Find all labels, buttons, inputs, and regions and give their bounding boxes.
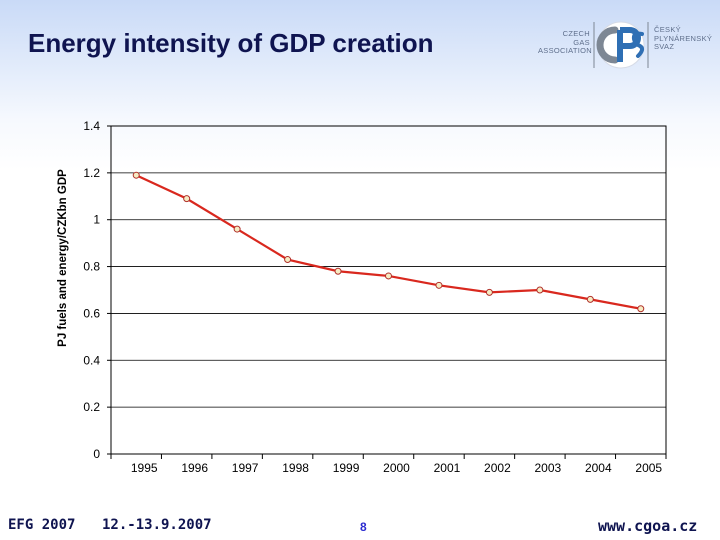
data-point <box>485 288 493 296</box>
x-tick-labels: 1995 1996 1997 1998 1999 2000 2001 2002 2003 2004… <box>131 461 663 475</box>
y-tick-label: 1.2 <box>83 166 100 180</box>
logo-left-line: CZECH <box>562 29 590 38</box>
axes <box>107 125 667 459</box>
y-axis-label: PJ fuels and energy/CZKbn GDP <box>57 169 69 347</box>
gridlines <box>111 125 666 455</box>
plot-frame <box>110 125 667 455</box>
x-tick-label: 2002 <box>484 461 511 475</box>
data-point <box>385 272 392 280</box>
cgoa-logo: CZECH GAS ASSOCIATION ČESKÝ PLYNÁRENSKÝ … <box>538 18 713 72</box>
x-tick-label: 1999 <box>333 461 360 475</box>
slide-title: Energy intensity of GDP creation <box>28 28 434 58</box>
x-tick-label: 2003 <box>535 461 562 475</box>
data-point <box>435 281 443 289</box>
x-tick-label: 1996 <box>181 461 208 475</box>
data-point <box>637 305 645 313</box>
logo-right-text: ČESKÝ PLYNÁRENSKÝ SVAZ <box>654 25 713 52</box>
page-number: 8 <box>360 520 367 534</box>
x-tick-label: 2005 <box>635 461 662 475</box>
data-point <box>183 195 191 203</box>
y-tick-label: 1.4 <box>83 119 100 133</box>
x-tick-label: 1997 <box>232 461 259 475</box>
y-tick-label: 0 <box>93 447 100 461</box>
y-tick-label: 0.2 <box>83 400 100 414</box>
logo-left-line: ASSOCIATION <box>538 46 593 55</box>
x-tick-label: 2000 <box>383 461 410 475</box>
x-tick-label: 1995 <box>131 461 158 475</box>
data-point <box>586 295 594 303</box>
series <box>132 171 645 313</box>
y-tick-label: 0.8 <box>83 260 100 274</box>
data-point <box>334 267 342 275</box>
footer-event: EFG 2007 <box>8 517 76 533</box>
data-point <box>536 286 544 294</box>
logo-right-line: ČESKÝ <box>654 25 681 34</box>
y-tick-label: 0.6 <box>83 306 100 320</box>
x-tick-label: 2001 <box>434 461 461 475</box>
y-tick-label: 0.4 <box>83 353 100 367</box>
logo-left-text: CZECH GAS ASSOCIATION <box>538 29 593 56</box>
data-point <box>132 171 140 179</box>
x-tick-label: 1998 <box>282 461 309 475</box>
series-line <box>135 174 641 310</box>
logo-right-line: SVAZ <box>654 42 675 51</box>
logo-right-line: PLYNÁRENSKÝ <box>654 33 713 43</box>
data-point <box>284 256 292 264</box>
y-tick-label: 1 <box>93 213 100 227</box>
footer-url: www.cgoa.cz <box>598 517 698 535</box>
data-point <box>233 225 241 233</box>
logo-left-line: GAS <box>573 37 590 47</box>
x-tick-label: 2004 <box>585 461 612 475</box>
y-tick-labels: 0 0.2 0.4 0.6 0.8 1 1.2 1.4 <box>83 119 100 461</box>
footer-dates: 12.-13.9.2007 <box>102 517 212 533</box>
logo-mark <box>593 21 649 69</box>
